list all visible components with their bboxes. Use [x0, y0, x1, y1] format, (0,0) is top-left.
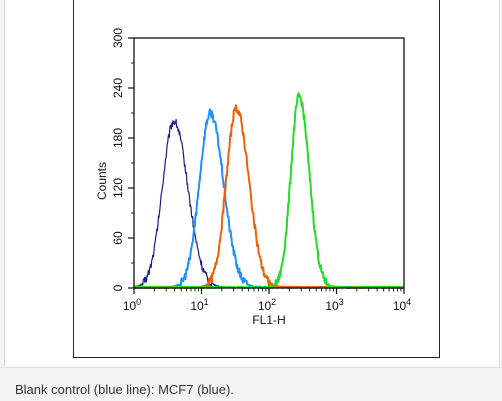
x-tick-label: 101 — [190, 297, 208, 313]
y-tick-label: 120 — [111, 178, 125, 198]
figure-panel: 100 101 102 103 104 0 60 120 180 240 300 FL1-H Count… — [4, 0, 500, 366]
x-tick-label: 100 — [123, 297, 141, 313]
figure-frame: 100 101 102 103 104 0 60 120 180 240 300 FL1-H Count… — [73, 0, 440, 358]
histogram-series-2 — [133, 108, 405, 289]
y-tick-label: 0 — [111, 284, 125, 291]
y-tick-label: 240 — [111, 78, 125, 98]
y-tick-label: 60 — [111, 231, 125, 245]
histogram-series-3 — [133, 104, 405, 289]
caption-divider — [0, 367, 502, 368]
x-tick-label: 102 — [258, 297, 276, 313]
y-axis-label: Counts — [95, 162, 109, 200]
flow-cytometry-histogram: 100 101 102 103 104 0 60 120 180 240 300 FL1-H Count… — [95, 28, 411, 327]
y-tick-label: 300 — [111, 28, 125, 48]
plot-area-border — [133, 37, 405, 289]
x-tick-label: 104 — [393, 297, 411, 313]
figure-caption: Blank control (blue line): MCF7 (blue). — [15, 382, 234, 397]
x-tick-label: 103 — [325, 297, 343, 313]
histogram-series-1 — [133, 118, 405, 289]
x-axis-label: FL1-H — [252, 313, 285, 327]
y-tick-label: 180 — [111, 128, 125, 148]
